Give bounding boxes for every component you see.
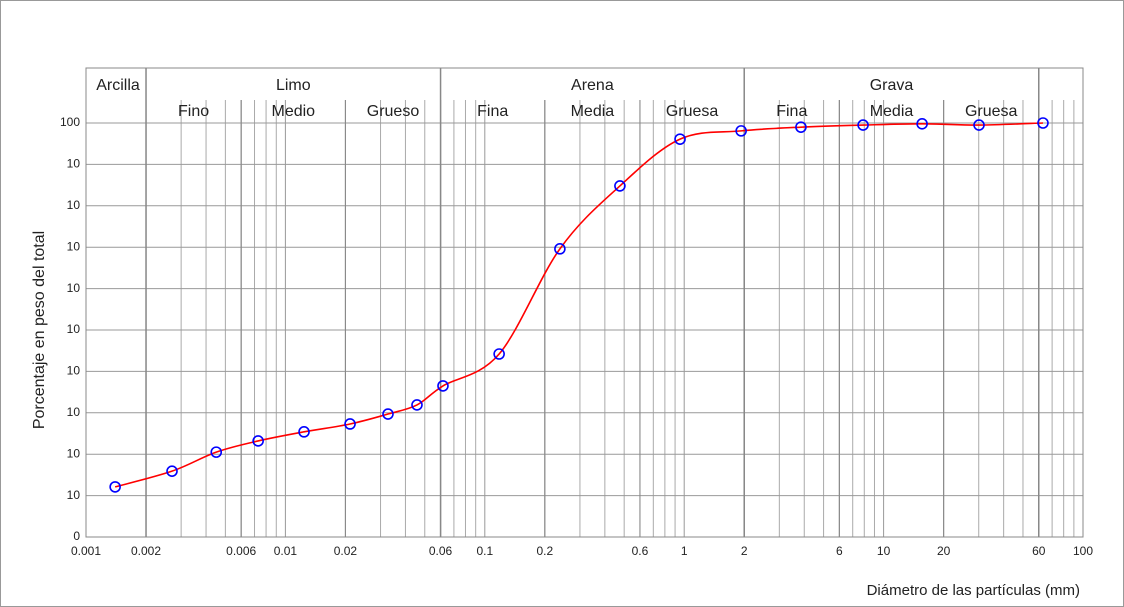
data-point [382, 408, 394, 420]
data-point [344, 418, 356, 430]
y-tick-label: 0 [73, 529, 80, 543]
x-tick-label: 0.02 [334, 544, 358, 558]
subzone-label: Gruesa [965, 103, 1018, 120]
subzone-label: Fino [178, 103, 209, 120]
data-point [298, 426, 310, 438]
subzone-label: Grueso [367, 103, 420, 120]
y-axis-label: Porcentaje en peso del total [31, 231, 48, 429]
data-point [437, 380, 449, 392]
data-point [795, 121, 807, 133]
x-tick-label: 0.6 [632, 544, 649, 558]
x-tick-label: 0.001 [71, 544, 101, 558]
y-tick-label: 10 [67, 322, 81, 336]
data-point [210, 446, 223, 458]
x-tick-label: 10 [877, 544, 891, 558]
y-tick-label: 100 [60, 115, 80, 129]
subzone-label: Fina [477, 103, 508, 120]
y-tick-label: 10 [67, 405, 81, 419]
x-tick-label: 0.01 [274, 544, 298, 558]
x-tick-label: 0.2 [536, 544, 553, 558]
y-tick-label: 10 [67, 157, 81, 171]
data-point [411, 399, 423, 411]
y-tick-label: 10 [67, 446, 81, 460]
y-tick-label: 10 [67, 198, 81, 212]
x-tick-label: 6 [836, 544, 843, 558]
data-point [1037, 117, 1049, 129]
x-tick-label: 1 [681, 544, 688, 558]
data-point [493, 348, 505, 360]
data-point [973, 119, 985, 131]
subzone-label: Fina [776, 103, 807, 120]
subzone-label: Medio [272, 103, 316, 120]
data-point [614, 180, 626, 192]
y-tick-label: 10 [67, 364, 81, 378]
data-point [252, 435, 264, 447]
x-tick-label: 0.006 [226, 544, 256, 558]
y-tick-label: 10 [67, 239, 81, 253]
y-tick-label: 10 [67, 488, 81, 502]
data-point [166, 465, 178, 477]
x-tick-label: 0.002 [131, 544, 161, 558]
x-tick-label: 0.06 [429, 544, 453, 558]
zone-label: Arena [571, 77, 614, 94]
data-point [857, 119, 869, 131]
subzone-label: Gruesa [666, 103, 719, 120]
x-tick-label: 60 [1032, 544, 1046, 558]
zone-label: Limo [276, 77, 311, 94]
x-tick-label: 0.1 [476, 544, 493, 558]
curve [114, 122, 1044, 488]
x-tick-label: 2 [741, 544, 748, 558]
subzone-label: Media [870, 103, 914, 120]
data-point [109, 481, 121, 493]
data-point [735, 125, 747, 137]
zone-label: Arcilla [96, 77, 140, 94]
x-tick-label: 20 [937, 544, 951, 558]
x-tick-label: 100 [1073, 544, 1093, 558]
y-tick-label: 10 [67, 281, 81, 295]
data-point [554, 243, 566, 255]
data-point [674, 133, 686, 145]
subzone-label: Media [571, 103, 615, 120]
data-point [916, 118, 928, 130]
x-axis-label: Diámetro de las partículas (mm) [867, 582, 1080, 599]
plot-frame [85, 67, 1084, 538]
zone-label: Grava [870, 77, 914, 94]
